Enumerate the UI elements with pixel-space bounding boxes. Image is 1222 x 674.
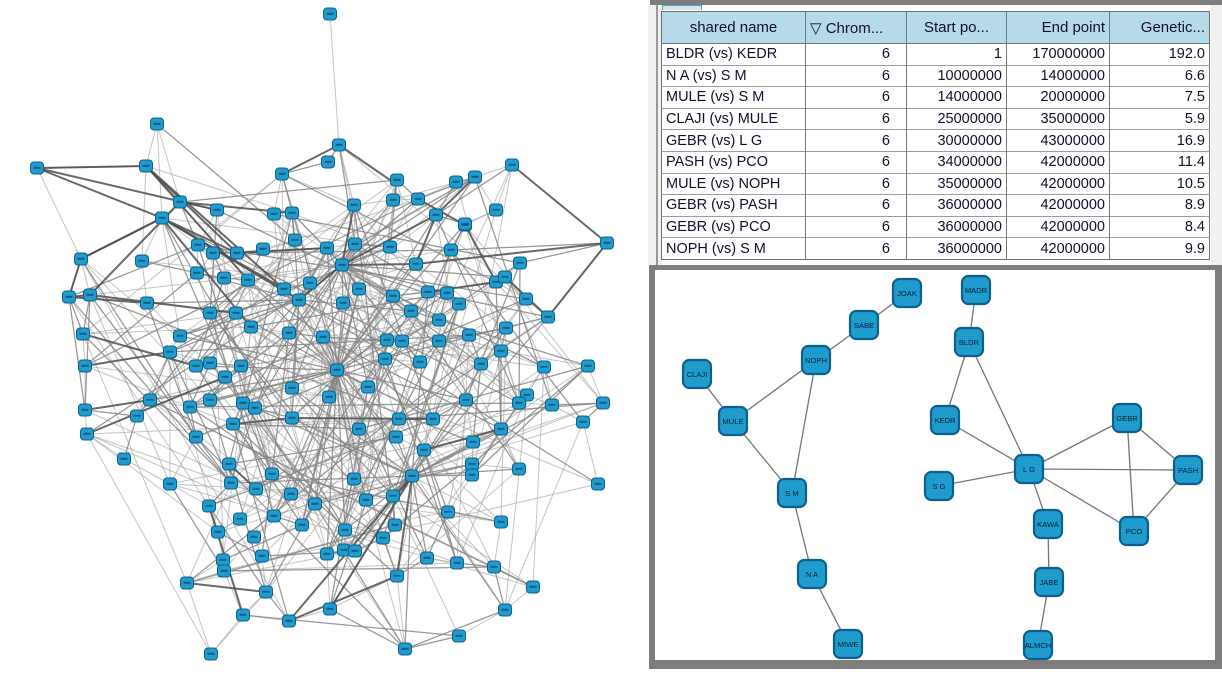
svg-text:ALMCH: ALMCH [1025, 641, 1052, 650]
svg-text:GEBR: GEBR [1116, 414, 1138, 423]
svg-text:MULE: MULE [722, 417, 743, 426]
svg-text:PASH: PASH [1178, 466, 1198, 475]
svg-text:S G: S G [932, 482, 945, 491]
svg-text:JABE: JABE [1040, 578, 1059, 587]
svg-text:KAWA: KAWA [1037, 520, 1060, 529]
svg-text:MADR: MADR [965, 286, 988, 295]
svg-text:S M: S M [785, 489, 799, 498]
svg-text:CLAJI: CLAJI [687, 370, 708, 379]
svg-text:L G: L G [1023, 465, 1035, 474]
svg-text:MIWE: MIWE [838, 640, 859, 649]
svg-text:N A: N A [806, 570, 819, 579]
svg-text:NOPH: NOPH [805, 356, 827, 365]
svg-text:KEDR: KEDR [934, 416, 956, 425]
svg-text:PCO: PCO [1126, 527, 1143, 536]
svg-text:SABE: SABE [854, 321, 874, 330]
svg-text:BLDR: BLDR [959, 338, 980, 347]
svg-text:JOAK: JOAK [897, 289, 917, 298]
